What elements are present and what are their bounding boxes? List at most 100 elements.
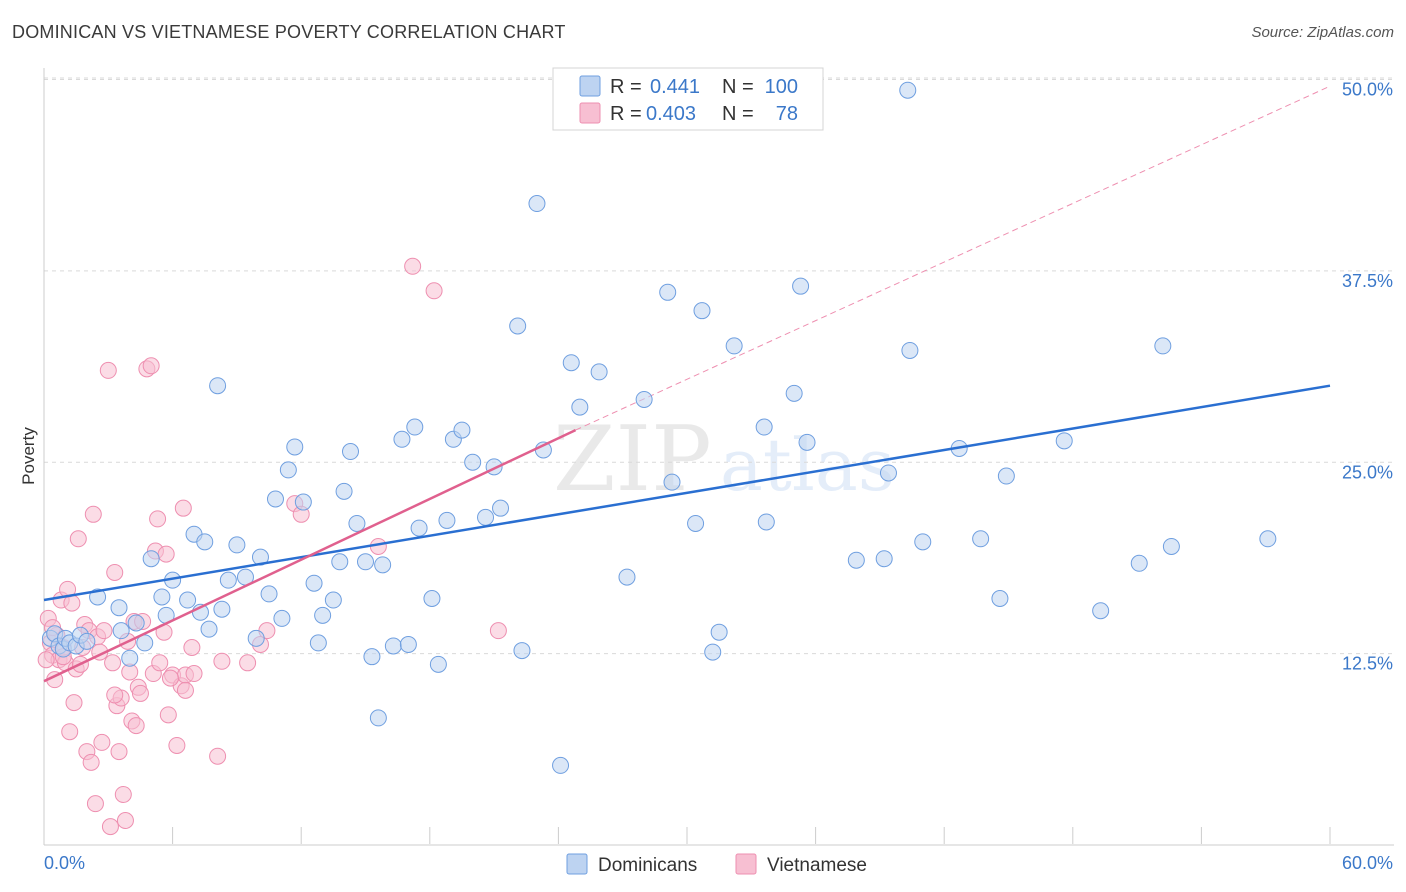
dominicans-point — [1130, 554, 1148, 572]
dominicans-point — [374, 556, 392, 574]
dominicans-point — [142, 550, 160, 568]
dominicans-point — [423, 590, 441, 608]
vietnamese-point — [174, 499, 192, 517]
vietnamese-point — [151, 654, 169, 672]
vietnamese-point — [86, 795, 104, 813]
dominicans-point — [899, 81, 917, 99]
dominicans-point — [847, 551, 865, 569]
dominicans-point — [228, 536, 246, 554]
legend-r-label-2: R = — [610, 103, 642, 125]
dominicans-point — [1154, 337, 1172, 355]
vietnamese-point — [61, 723, 79, 741]
dominicans-point — [305, 574, 323, 592]
watermark: ZIP atlas — [553, 407, 895, 512]
dominicans-point — [429, 655, 447, 673]
dominicans-point — [309, 634, 327, 652]
dominicans-point — [335, 482, 353, 500]
x-tick-labels: 0.0% 60.0% — [44, 853, 1393, 873]
dominicans-point — [324, 591, 342, 609]
dominicans-point — [410, 519, 428, 537]
chart-title: DOMINICAN VS VIETNAMESE POVERTY CORRELAT… — [12, 22, 566, 42]
dominicans-point — [260, 585, 278, 603]
y-tick-label: 12.5% — [1342, 654, 1393, 674]
y-tick-label: 50.0% — [1342, 80, 1393, 100]
dominicans-point — [991, 590, 1009, 608]
dominicans-point — [704, 643, 722, 661]
legend-swatch-blue — [579, 75, 601, 97]
dominicans-point — [153, 588, 171, 606]
dominicans-point — [453, 421, 471, 439]
vietnamese-point — [127, 717, 145, 735]
vietnamese-point — [149, 510, 167, 528]
vietnamese-point — [161, 669, 179, 687]
dominicans-point — [369, 709, 387, 727]
vietnamese-point — [185, 665, 203, 683]
vietnamese-point — [95, 622, 113, 640]
dominicans-point — [196, 533, 214, 551]
vietnamese-point — [84, 505, 102, 523]
dominicans-point — [1162, 537, 1180, 555]
dominicans-point — [785, 384, 803, 402]
dominicans-point — [279, 461, 297, 479]
vietnamese-point — [69, 530, 87, 548]
dominicans-point — [725, 337, 743, 355]
y-tick-label: 25.0% — [1342, 462, 1393, 482]
dominicans-point — [110, 599, 128, 617]
dominicans-point — [997, 467, 1015, 485]
vietnamese-point — [110, 743, 128, 761]
dominicans-point — [571, 398, 589, 416]
dominicans-point — [438, 511, 456, 529]
dominicans-point — [121, 649, 139, 667]
dominicans-points — [41, 81, 1277, 774]
dominicans-point — [528, 195, 546, 213]
vietnamese-point — [176, 681, 194, 699]
legend-r-label-1: R = — [610, 76, 642, 98]
dominicans-point — [879, 464, 897, 482]
dominicans-point — [266, 490, 284, 508]
dominicans-point — [693, 302, 711, 320]
dominicans-point — [294, 493, 312, 511]
bottom-legend: Dominicans Vietnamese — [566, 853, 867, 876]
vietnamese-point — [93, 733, 111, 751]
vietnamese-trend-extension — [575, 86, 1329, 431]
dominicans-point — [1092, 602, 1110, 620]
vietnamese-trend-line — [43, 428, 577, 683]
dominicans-point — [687, 514, 705, 532]
vietnamese-point — [106, 563, 124, 581]
dominicans-point — [914, 533, 932, 551]
x-tick-label: 60.0% — [1342, 853, 1393, 873]
vietnamese-point — [425, 282, 443, 300]
legend-swatch-pink — [579, 102, 601, 124]
bottom-legend-dominicans: Dominicans — [598, 855, 697, 876]
dominicans-point — [179, 591, 197, 609]
dominicans-point — [464, 453, 482, 471]
legend-r-value-2: 0.403 — [646, 103, 696, 125]
vietnamese-points — [37, 257, 507, 836]
legend-n-label-2: N = — [722, 103, 754, 125]
legend-n-value-2: 78 — [776, 103, 798, 125]
vietnamese-point — [404, 257, 422, 275]
dominicans-point — [492, 499, 510, 517]
dominicans-point — [798, 433, 816, 451]
dominicans-point — [341, 443, 359, 461]
dominicans-point — [509, 317, 527, 335]
dominicans-point — [348, 514, 366, 532]
top-legend: R = 0.441 N = 100 R = 0.403 N = 78 — [552, 67, 824, 131]
vietnamese-point — [157, 545, 175, 563]
dominicans-point — [972, 530, 990, 548]
dominicans-point — [590, 363, 608, 381]
dominicans-point — [901, 341, 919, 359]
vietnamese-point — [104, 654, 122, 672]
vietnamese-point — [37, 651, 55, 669]
dominicans-point — [200, 620, 218, 638]
axes — [43, 68, 1394, 846]
legend-r-value-1: 0.441 — [650, 76, 700, 98]
vietnamese-point — [65, 694, 83, 712]
dominicans-point — [792, 277, 810, 295]
dominicans-point — [875, 550, 893, 568]
dominicans-point — [406, 418, 424, 436]
dominicans-point — [209, 377, 227, 395]
dominicans-point — [1259, 530, 1277, 548]
vietnamese-point — [99, 361, 117, 379]
